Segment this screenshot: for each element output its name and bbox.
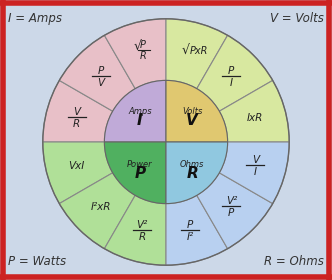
Wedge shape (43, 142, 113, 204)
Wedge shape (104, 80, 166, 142)
Text: R = Ohms: R = Ohms (264, 255, 324, 268)
Text: √: √ (134, 40, 142, 53)
Text: I: I (254, 167, 257, 177)
Text: VxI: VxI (69, 161, 85, 171)
Text: R: R (140, 51, 146, 61)
Wedge shape (166, 80, 228, 142)
Text: R: R (73, 119, 80, 129)
Wedge shape (166, 19, 228, 89)
Text: Volts: Volts (182, 107, 202, 116)
Text: P: P (228, 208, 234, 218)
Text: I = Amps: I = Amps (8, 12, 62, 25)
Text: Ohms: Ohms (180, 160, 204, 169)
Wedge shape (197, 173, 273, 249)
Text: √: √ (182, 44, 190, 57)
Wedge shape (104, 19, 166, 89)
Wedge shape (104, 142, 166, 204)
Wedge shape (43, 80, 113, 142)
Text: V²: V² (136, 220, 148, 230)
Text: R: R (138, 232, 146, 242)
Text: Amps: Amps (128, 107, 152, 116)
Text: IxR: IxR (247, 113, 263, 123)
Text: I: I (230, 78, 233, 88)
Text: R: R (186, 166, 198, 181)
Text: P: P (134, 166, 145, 181)
Wedge shape (219, 142, 289, 204)
Wedge shape (104, 195, 166, 265)
Wedge shape (166, 195, 228, 265)
Wedge shape (197, 35, 273, 111)
Wedge shape (59, 173, 135, 249)
Text: PxR: PxR (190, 46, 208, 56)
Text: I²xR: I²xR (90, 202, 111, 212)
Wedge shape (166, 142, 228, 204)
Text: V: V (252, 155, 259, 165)
Text: V: V (97, 78, 104, 88)
Text: Power: Power (127, 160, 153, 169)
Text: P: P (140, 40, 146, 50)
Text: V: V (186, 113, 198, 128)
Text: V = Volts: V = Volts (270, 12, 324, 25)
Text: I²: I² (186, 232, 194, 242)
Text: V: V (73, 107, 80, 117)
Text: P: P (187, 220, 193, 230)
Wedge shape (219, 80, 289, 142)
Wedge shape (59, 35, 135, 111)
Text: P: P (98, 66, 104, 76)
Text: P: P (228, 66, 234, 76)
Text: V²: V² (226, 196, 237, 206)
Text: I: I (137, 113, 143, 128)
Text: P = Watts: P = Watts (8, 255, 66, 268)
